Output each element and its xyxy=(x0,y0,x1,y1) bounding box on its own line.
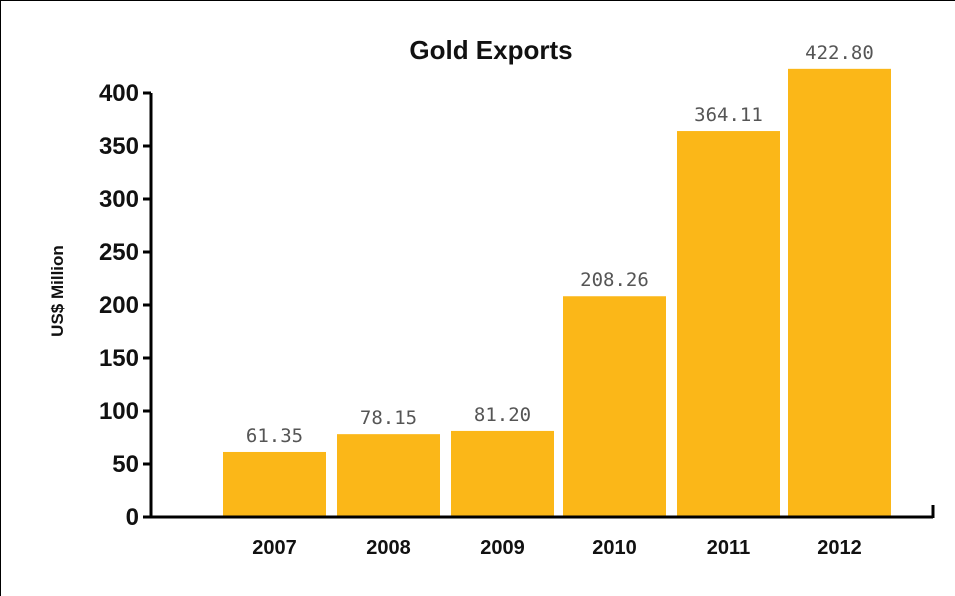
y-tick-label: 250 xyxy=(99,239,139,266)
bar xyxy=(563,296,666,516)
y-tick-label: 300 xyxy=(99,186,139,213)
x-tick-label: 2012 xyxy=(817,537,862,559)
x-tick-label: 2010 xyxy=(592,537,637,559)
x-tick-label: 2008 xyxy=(366,537,411,559)
bar xyxy=(677,131,780,516)
data-label: 208.26 xyxy=(580,269,649,291)
chart-title: Gold Exports xyxy=(409,35,572,65)
y-tick-label: 350 xyxy=(99,133,139,160)
bar xyxy=(337,434,440,516)
data-label: 422.80 xyxy=(805,42,874,64)
bar xyxy=(788,68,891,516)
plot-area: 0 50 100 150 200 250 300 350 400 61.35 2007 78.15 20… xyxy=(99,42,935,559)
y-tick-label: 0 xyxy=(126,504,139,531)
y-tick-label: 150 xyxy=(99,345,139,372)
data-label: 364.11 xyxy=(694,104,763,126)
data-label: 61.35 xyxy=(246,425,303,447)
bar xyxy=(451,430,554,516)
y-tick-label: 200 xyxy=(99,292,139,319)
data-label: 81.20 xyxy=(474,404,531,426)
y-tick-label: 100 xyxy=(99,398,139,425)
y-tick-label: 50 xyxy=(112,451,139,478)
y-axis-label: US$ Million xyxy=(48,245,67,337)
data-label: 78.15 xyxy=(360,407,417,429)
x-tick-label: 2009 xyxy=(480,537,525,559)
x-tick-label: 2011 xyxy=(707,537,750,559)
x-tick-label: 2007 xyxy=(252,537,297,559)
y-tick-label: 400 xyxy=(99,80,139,107)
bar xyxy=(223,451,326,516)
